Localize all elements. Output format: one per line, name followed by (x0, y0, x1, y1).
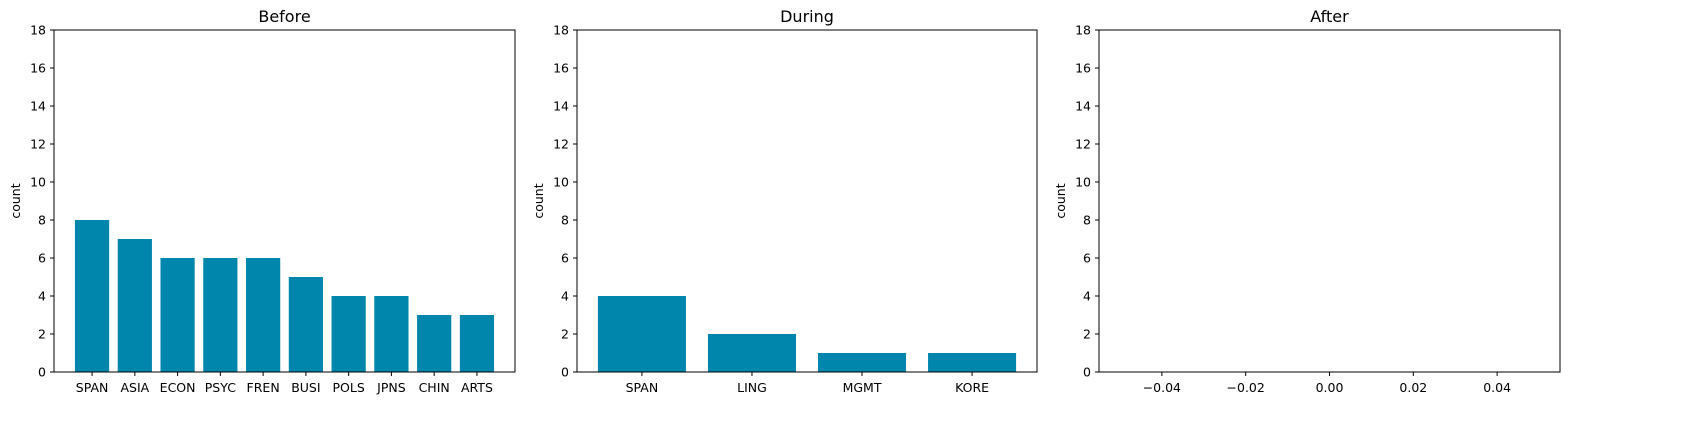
bar-psyc (203, 258, 238, 372)
x-tick-label: ECON (160, 380, 196, 395)
x-tick-label: MGMT (843, 380, 882, 395)
bar-span (597, 296, 686, 372)
bar-busi (288, 277, 323, 372)
y-tick-label: 18 (30, 23, 46, 38)
chart-title: Before (258, 7, 310, 26)
y-tick-label: 4 (561, 289, 569, 304)
y-tick-label: 2 (561, 327, 569, 342)
y-tick-label: 12 (30, 137, 46, 152)
y-tick-label: 18 (553, 23, 569, 38)
y-tick-label: 2 (1083, 327, 1091, 342)
y-tick-label: 6 (561, 251, 569, 266)
bar-asia (117, 239, 152, 372)
panel-during: During count 0 2 4 6 8 10 12 14 16 18 SPAN LING MGMT KO… (531, 7, 1038, 395)
x-tick-label: 0.00 (1316, 380, 1344, 395)
x-tick-label: SPAN (76, 380, 109, 395)
y-tick-label: 14 (1075, 99, 1091, 114)
x-tick-label: ASIA (120, 380, 149, 395)
y-tick-label: 18 (1075, 23, 1091, 38)
x-tick-label: ARTS (461, 380, 493, 395)
x-tick-label: FREN (247, 380, 280, 395)
plot-frame (1098, 29, 1561, 373)
bar-jpns (374, 296, 409, 372)
y-tick-label: 12 (553, 137, 569, 152)
panel-after: After count 0 2 4 6 8 10 12 14 16 18 −0.04 −0.02 0.00 0… (1053, 7, 1561, 395)
bar-span (74, 220, 110, 372)
x-tick-label: CHIN (419, 380, 450, 395)
y-tick-label: 10 (1075, 175, 1091, 190)
y-tick-label: 8 (38, 213, 46, 228)
x-tick-label: BUSI (291, 380, 320, 395)
x-tick-label: KORE (955, 380, 989, 395)
y-tick-label: 0 (561, 365, 569, 380)
bar-econ (160, 258, 195, 372)
x-tick-label: LING (737, 380, 767, 395)
bar-fren (246, 258, 281, 372)
bar-chin (417, 315, 452, 372)
y-tick-label: 16 (553, 61, 569, 76)
plot-frame (53, 29, 516, 373)
y-tick-label: 6 (1083, 251, 1091, 266)
x-tick-label: −0.02 (1227, 380, 1265, 395)
y-tick-label: 14 (553, 99, 569, 114)
x-tick-label: JPNS (376, 380, 406, 395)
y-axis-label: count (8, 183, 23, 218)
x-tick-label: PSYC (205, 380, 236, 395)
y-tick-label: 10 (30, 175, 46, 190)
bar-mgmt (818, 353, 907, 372)
y-axis-label: count (531, 183, 546, 218)
chart-title: After (1310, 7, 1349, 26)
y-tick-label: 8 (1083, 213, 1091, 228)
chart-title: During (780, 7, 834, 26)
y-tick-label: 14 (30, 99, 46, 114)
bar-kore (928, 353, 1017, 372)
y-tick-label: 0 (38, 365, 46, 380)
y-tick-label: 0 (1083, 365, 1091, 380)
x-tick-label: −0.04 (1143, 380, 1181, 395)
bar-ling (707, 334, 796, 372)
y-tick-label: 4 (1083, 289, 1091, 304)
bar-arts (459, 315, 495, 372)
y-tick-label: 8 (561, 213, 569, 228)
y-tick-label: 4 (38, 289, 46, 304)
y-axis-label: count (1053, 183, 1068, 218)
x-tick-label: 0.02 (1399, 380, 1427, 395)
bar-pols (331, 296, 366, 372)
plot-frame (576, 29, 1038, 373)
x-tick-label: 0.04 (1483, 380, 1511, 395)
x-tick-label: POLS (333, 380, 365, 395)
y-tick-label: 6 (38, 251, 46, 266)
panel-before: Before count 0 2 4 6 8 10 12 14 16 18 SPAN ASIA ECON PS… (8, 7, 516, 395)
y-tick-label: 10 (553, 175, 569, 190)
y-tick-label: 2 (38, 327, 46, 342)
y-tick-label: 12 (1075, 137, 1091, 152)
y-tick-label: 16 (30, 61, 46, 76)
y-tick-label: 16 (1075, 61, 1091, 76)
x-tick-label: SPAN (626, 380, 659, 395)
